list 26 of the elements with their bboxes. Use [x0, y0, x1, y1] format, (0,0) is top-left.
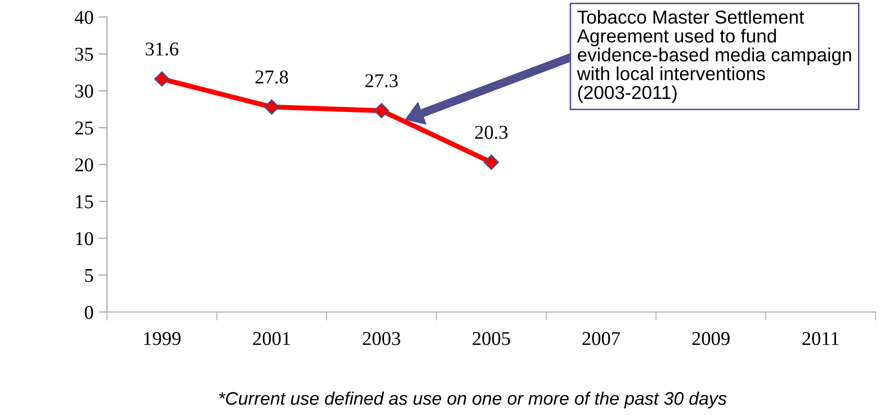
- point: [264, 99, 280, 115]
- x-tick-label: 2005: [472, 332, 510, 346]
- point: [154, 71, 170, 87]
- y-tick-label: 25: [75, 121, 94, 135]
- point: [374, 103, 390, 118]
- x-tick-label: 1999: [144, 332, 181, 346]
- y-tick-label: 20: [75, 158, 94, 172]
- text: *Current use defined as use on one or more of the past 30 days: [219, 392, 727, 408]
- data-label: 27.8: [256, 70, 288, 84]
- y-tick-label: 10: [76, 232, 94, 246]
- x-tick-label: 2003: [362, 332, 400, 346]
- y-tick-label: 0: [84, 306, 94, 319]
- x-tick-label: 2011: [802, 332, 839, 346]
- x-tick-label: 2001: [253, 332, 290, 346]
- x-tick-label: 2007: [582, 332, 620, 346]
- data-label: 20.3: [475, 126, 508, 139]
- x-tick-label: 2009: [692, 332, 730, 346]
- data-label: 31.6: [146, 42, 178, 56]
- y-tick-label: 35: [75, 48, 94, 61]
- y-tick-label: 40: [74, 10, 94, 24]
- y-tick-label: 15: [76, 195, 94, 208]
- annotation: Tobacco Master Settlement Agreement used to fund evidence-based media campaign with local interventions (2003-2011): [576, 10, 851, 103]
- point: [484, 154, 499, 170]
- y-tick-label: 5: [85, 269, 94, 282]
- data-label: 27.3: [365, 74, 398, 88]
- y-tick-label: 30: [75, 84, 94, 98]
